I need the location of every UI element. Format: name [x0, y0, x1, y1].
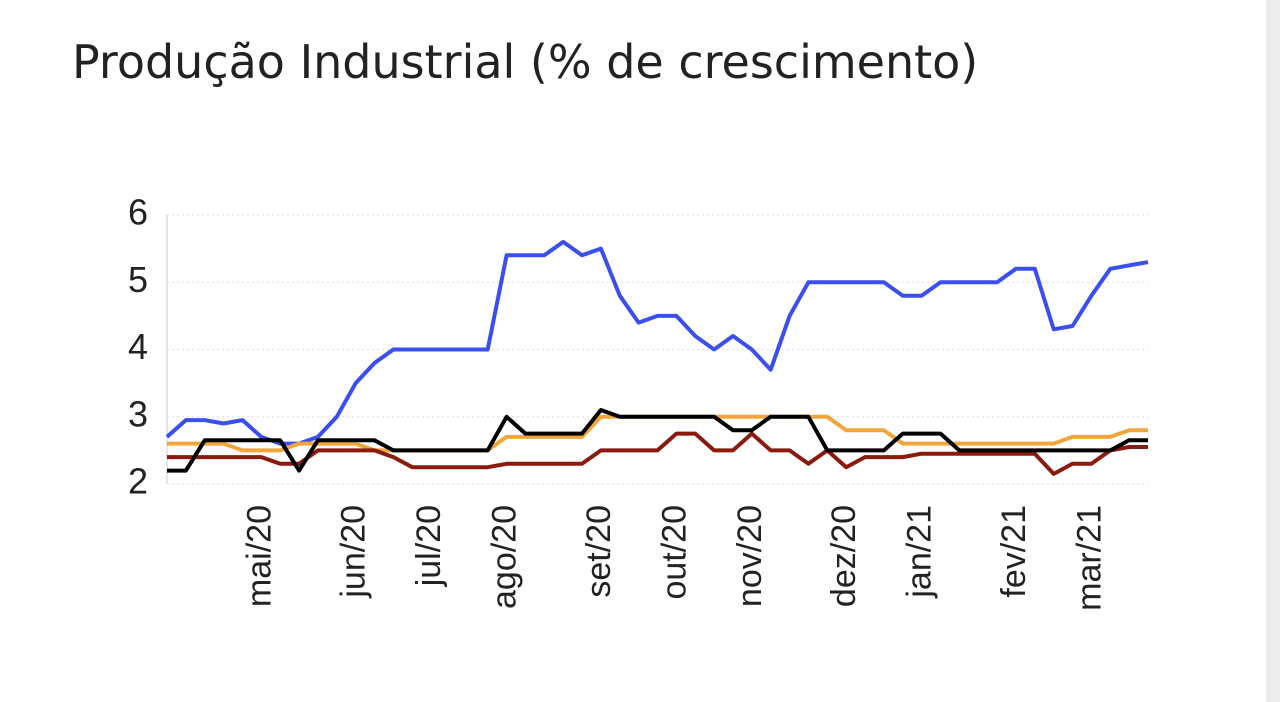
- y-tick-label: 2: [128, 461, 148, 502]
- x-tick-label: nov/20: [731, 505, 769, 607]
- edge: [1266, 0, 1280, 702]
- y-tick-label: 3: [128, 393, 148, 434]
- x-tick-label: fev/21: [995, 505, 1033, 598]
- x-tick-label: mar/21: [1070, 505, 1108, 611]
- y-tick-label: 6: [128, 192, 148, 233]
- x-tick-label: out/20: [655, 505, 693, 600]
- data-line: [167, 431, 1148, 476]
- data-line: [165, 239, 1149, 446]
- y-tick-label: 4: [128, 326, 148, 367]
- chart-title: Produção Industrial (% de crescimento): [72, 35, 978, 89]
- y-tick-label: 5: [128, 259, 148, 300]
- x-tick-label: jul/20: [410, 505, 448, 587]
- x-tick-label: jan/21: [901, 505, 939, 599]
- x-tick-label: ago/20: [486, 505, 524, 609]
- data-line: [167, 408, 1148, 473]
- x-tick-label: dez/20: [825, 505, 863, 607]
- x-tick-label: mai/20: [240, 505, 278, 607]
- x-tick-label: jun/20: [335, 505, 373, 599]
- x-tick-label: set/20: [580, 505, 618, 598]
